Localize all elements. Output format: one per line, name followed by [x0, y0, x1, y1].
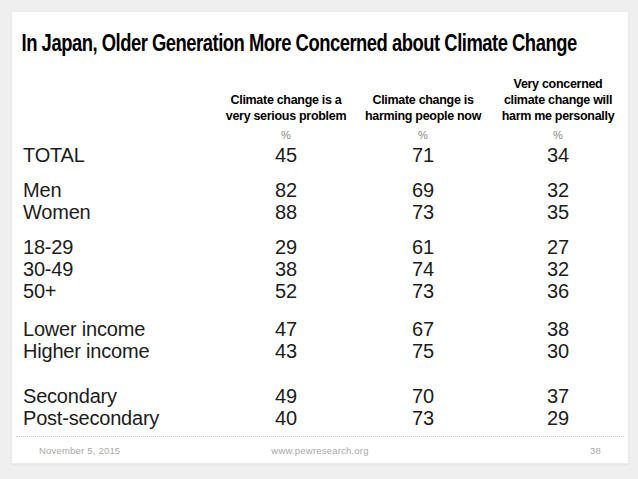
value-cell: 69	[359, 179, 487, 201]
row-group: Lower income476738Higher income437530	[12, 318, 628, 362]
table-row: 50+527336	[12, 280, 628, 302]
value-cell: 49	[213, 385, 359, 407]
value-cell: 29	[487, 407, 629, 429]
value-cell: 29	[213, 236, 359, 258]
value-cell: 32	[487, 179, 629, 201]
value-cell: 38	[213, 258, 359, 280]
column-header-harm-personally: Very concerned climate change will harm …	[487, 76, 629, 124]
table-body: TOTAL457134Men826932Women88733518-292961…	[12, 144, 628, 429]
units-spacer	[23, 129, 213, 141]
row-label: Secondary	[23, 385, 213, 407]
value-cell: 30	[487, 340, 629, 362]
unit-label: %	[359, 129, 487, 141]
table-row: 30-49387432	[12, 258, 628, 280]
value-cell: 61	[359, 236, 487, 258]
row-label: Lower income	[23, 318, 213, 340]
column-header-serious-problem: Climate change is a very serious problem	[213, 92, 359, 124]
slide-title: In Japan, Older Generation More Concerne…	[12, 12, 505, 55]
value-cell: 70	[359, 385, 487, 407]
value-cell: 27	[487, 236, 629, 258]
value-cell: 45	[213, 144, 359, 166]
table-row: Men826932	[12, 179, 628, 201]
unit-label: %	[487, 129, 629, 141]
value-cell: 38	[487, 318, 629, 340]
value-cell: 67	[359, 318, 487, 340]
row-label: Higher income	[23, 340, 213, 362]
slide-footer: November 5, 2015 www.pewresearch.org 38	[16, 436, 624, 463]
row-group: Secondary497037Post-secondary407329	[12, 385, 628, 429]
value-cell: 52	[213, 280, 359, 302]
value-cell: 40	[213, 407, 359, 429]
row-label: Men	[23, 179, 213, 201]
value-cell: 47	[213, 318, 359, 340]
row-label: TOTAL	[23, 144, 213, 166]
table-row: Secondary497037	[12, 385, 628, 407]
value-cell: 37	[487, 385, 629, 407]
value-cell: 71	[359, 144, 487, 166]
value-cell: 43	[213, 340, 359, 362]
value-cell: 73	[359, 201, 487, 223]
value-cell: 32	[487, 258, 629, 280]
table-row: Post-secondary407329	[12, 407, 628, 429]
value-cell: 35	[487, 201, 629, 223]
row-group: TOTAL457134	[12, 144, 628, 166]
value-cell: 88	[213, 201, 359, 223]
value-cell: 75	[359, 340, 487, 362]
row-label: Women	[23, 201, 213, 223]
table-row: Women887335	[12, 201, 628, 223]
table-row: Higher income437530	[12, 340, 628, 362]
footer-page-number: 38	[414, 445, 601, 456]
row-label: 30-49	[23, 258, 213, 280]
footer-url: www.pewresearch.org	[226, 445, 413, 456]
column-header-harming-now: Climate change is harming people now	[359, 92, 487, 124]
row-label: 18-29	[23, 236, 213, 258]
slide-card: In Japan, Older Generation More Concerne…	[11, 11, 629, 464]
table-units-row: % % %	[12, 129, 628, 141]
value-cell: 82	[213, 179, 359, 201]
row-label: Post-secondary	[23, 407, 213, 429]
table-row: TOTAL457134	[12, 144, 628, 166]
value-cell: 36	[487, 280, 629, 302]
footer-date: November 5, 2015	[39, 445, 226, 456]
table-row: 18-29296127	[12, 236, 628, 258]
value-cell: 74	[359, 258, 487, 280]
value-cell: 34	[487, 144, 629, 166]
row-label: 50+	[23, 280, 213, 302]
table-header-row: Climate change is a very serious problem…	[12, 76, 628, 124]
table-row: Lower income476738	[12, 318, 628, 340]
row-group: Men826932Women887335	[12, 179, 628, 223]
value-cell: 73	[359, 407, 487, 429]
row-group: 18-2929612730-4938743250+527336	[12, 236, 628, 302]
value-cell: 73	[359, 280, 487, 302]
unit-label: %	[213, 129, 359, 141]
